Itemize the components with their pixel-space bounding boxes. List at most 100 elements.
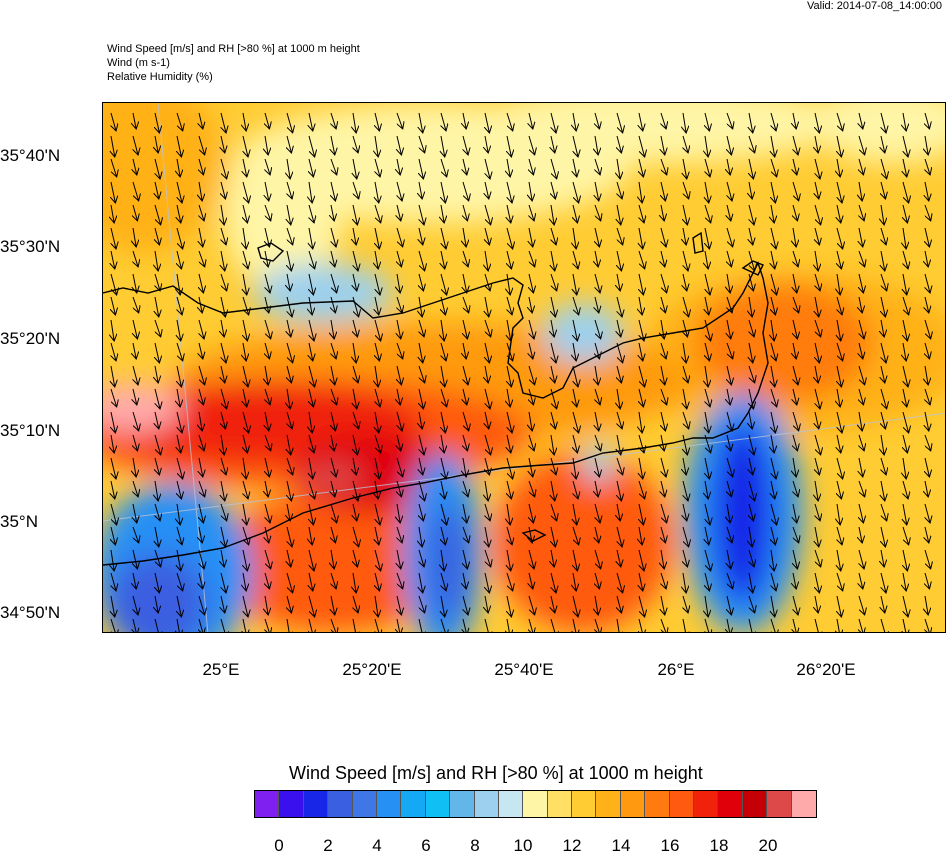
wind-arrow [836,572,842,590]
wind-arrow [726,572,732,588]
wind-arrow [903,388,907,406]
wind-arrow [903,365,908,386]
wind-arrow [484,434,490,454]
wind-arrow [309,549,314,570]
wind-arrow [903,135,908,156]
wind-arrow [925,411,929,430]
colorbar-swatch [547,791,573,817]
wind-arrow [375,388,380,406]
wind-arrow [595,480,598,496]
wind-arrow [308,250,314,268]
wind-arrow [375,480,378,498]
wind-arrow [859,204,864,220]
wind-arrow [199,204,204,220]
wind-arrow [330,618,336,632]
wind-arrow [243,319,247,340]
wind-arrow [881,342,886,362]
wind-arrow [418,250,424,270]
wind-arrow [749,503,753,520]
wind-arrow [595,595,598,614]
wind-arrow [837,595,841,616]
wind-arrow [925,158,930,174]
wind-arrow [837,135,841,156]
wind-arrow [837,434,841,452]
wind-arrow [419,549,424,566]
wind-arrow [331,434,334,450]
wind-arrow [617,296,622,316]
wind-arrow [441,112,446,130]
wind-arrow [353,112,356,132]
wind-arrow [660,158,666,174]
wind-arrow [661,319,664,338]
wind-arrow [705,457,709,478]
wind-arrow [243,549,247,570]
wind-arrow [375,503,380,524]
wind-arrow [287,250,291,270]
wind-arrow [815,595,818,612]
wind-arrow [309,526,312,544]
wind-arrow [727,503,730,522]
wind-arrow [243,388,247,406]
wind-arrow [793,342,796,358]
wind-arrow [881,250,885,270]
wind-arrow [573,618,577,632]
wind-arrow [309,204,314,222]
wind-arrow [133,227,136,246]
wind-arrow [397,204,401,220]
wind-arrow [441,434,444,452]
wind-arrow [507,273,510,294]
wind-arrow [242,526,248,544]
wind-arrow [925,388,930,404]
colorbar [254,790,817,818]
wind-arrow [858,135,864,154]
wind-arrow [682,296,688,316]
wind-arrow [683,618,687,632]
wind-arrow [924,204,930,220]
wind-arrow [441,227,446,248]
wind-arrow [155,526,159,546]
wind-arrow [199,618,203,632]
wind-arrow [374,549,380,570]
wind-arrow [463,227,466,246]
wind-arrow [221,480,225,500]
wind-arrow [793,618,797,632]
wind-arrow [683,273,687,290]
wind-arrow [836,457,842,478]
wind-arrow [727,434,731,450]
wind-arrow [551,296,555,316]
wind-arrow [902,411,908,432]
wind-arrow [639,503,643,524]
wind-arrow [573,503,577,524]
wind-arrow [771,411,775,432]
wind-arrow [353,503,357,520]
wind-arrow [815,227,819,244]
wind-arrow [287,273,290,290]
wind-arrow [177,526,182,544]
wind-arrow [177,273,180,294]
wind-arrow [792,411,798,430]
wind-arrow [375,365,378,386]
wind-arrow [419,112,423,132]
wind-arrow [661,526,665,542]
wind-arrow [133,457,136,476]
wind-arrow [287,135,291,152]
wind-arrow [661,181,665,200]
wind-arrow [243,618,247,632]
wind-arrow [507,319,511,340]
wind-arrow [199,181,202,200]
wind-arrow [727,411,732,430]
wind-arrow [814,549,820,566]
wind-arrow [177,135,181,156]
wind-arrow [155,250,158,270]
wind-arrow [287,181,292,198]
wind-arrow [881,434,884,454]
wind-arrow [815,273,820,290]
wind-arrow [507,411,512,432]
wind-arrow [550,158,556,178]
wind-arrow [353,204,357,224]
wind-arrow [463,135,468,154]
wind-arrow [793,250,798,266]
wind-arrow [815,503,820,520]
wind-arrow [506,227,512,248]
wind-arrow [682,526,688,546]
